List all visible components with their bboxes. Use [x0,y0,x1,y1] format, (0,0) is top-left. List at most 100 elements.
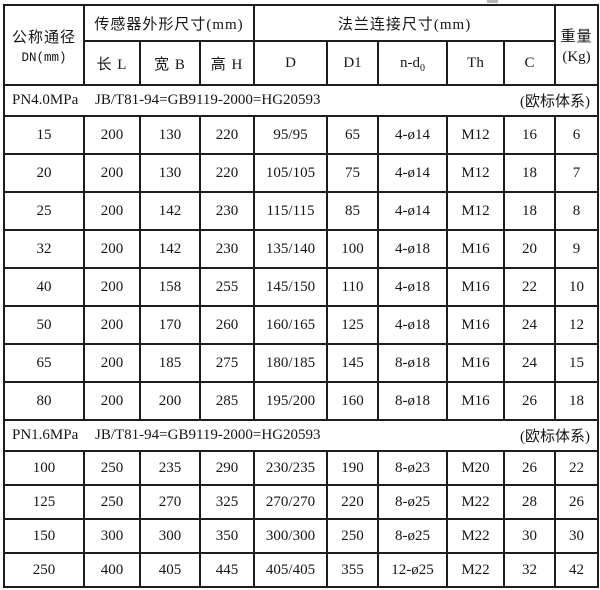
data-cell: M12 [446,153,506,193]
column-header-length: 长 L [83,40,141,86]
data-cell: 200 [83,115,141,155]
column-header-th: Th [446,40,506,86]
data-cell: 8-ø25 [377,484,449,520]
data-cell: 275 [198,343,256,383]
table-row: 80 200 200 285 195/200 160 8-ø18 M16 26 18 [3,381,600,421]
dn-cell: 150 [3,518,85,554]
table-row: 65 200 185 275 180/185 145 8-ø18 M16 24 15 [3,343,600,383]
data-cell: 7 [554,153,600,193]
data-cell: 170 [139,305,201,345]
column-group-flange-dimensions: 法兰连接尺寸(mm) [253,4,557,42]
data-cell: 145 [326,343,380,383]
data-cell: 200 [139,381,201,421]
data-cell: 85 [326,191,380,231]
data-cell: 290 [198,450,256,486]
data-cell: 400 [83,552,141,588]
data-cell: 250 [83,450,141,486]
data-cell: 4-ø14 [377,153,449,193]
table-header: 公称通径 DN(mm) 传感器外形尺寸(mm) 法兰连接尺寸(mm) 重量 (K… [3,4,600,86]
data-cell: 9 [554,229,600,269]
data-cell: 22 [503,267,557,307]
data-cell: 405 [139,552,201,588]
data-cell: 180/185 [253,343,329,383]
table-row: 25 200 142 230 115/115 85 4-ø14 M12 18 8 [3,191,600,231]
dn-title: 公称通径 [11,29,76,46]
data-cell: 10 [554,267,600,307]
data-cell: 142 [139,191,201,231]
data-cell: 325 [198,484,256,520]
data-cell: 26 [503,381,557,421]
data-cell: 125 [326,305,380,345]
dn-cell: 32 [3,229,85,269]
data-cell: 30 [503,518,557,554]
data-cell: 8-ø18 [377,343,449,383]
table-row: 250 400 405 445 405/405 355 12-ø25 M22 32 42 [3,552,600,588]
data-cell: 250 [83,484,141,520]
data-cell: 145/150 [253,267,329,307]
weight-title: 重量 [560,28,593,45]
data-cell: 200 [83,191,141,231]
standard-reference: JB/T81-94=GB9119-2000=HG20593 [95,427,321,443]
data-cell: 130 [139,153,201,193]
data-cell: 30 [554,518,600,554]
dn-cell: 50 [3,305,85,345]
data-cell: M16 [446,305,506,345]
column-header-weight: 重量 (Kg) [554,4,600,86]
table-row: 32 200 142 230 135/140 100 4-ø18 M16 20 9 [3,229,600,269]
data-cell: 24 [503,305,557,345]
column-header-d1: D1 [326,40,380,86]
section-header-cell: PN1.6MPa JB/T81-94=GB9119-2000=HG20593 (欧标… [2,419,600,452]
data-cell: 4-ø14 [377,115,449,155]
data-cell: 300/300 [253,518,329,554]
data-cell: 28 [503,484,557,520]
data-cell: 26 [554,484,600,520]
column-header-dn: 公称通径 DN(mm) [3,4,85,86]
data-cell: 200 [83,305,141,345]
data-cell: 4-ø18 [377,305,449,345]
data-cell: 200 [83,153,141,193]
data-cell: 26 [503,450,557,486]
data-cell: 65 [326,115,380,155]
data-cell: 15 [554,343,600,383]
data-cell: 12 [554,305,600,345]
column-header-nd0: n-d0 [377,40,449,86]
data-cell: 200 [83,343,141,383]
data-cell: 105/105 [253,153,329,193]
weight-unit: (Kg) [562,48,591,65]
data-cell: 8-ø18 [377,381,449,421]
dn-cell: 250 [3,552,85,588]
data-cell: 115/115 [253,191,329,231]
data-cell: 18 [503,191,557,231]
data-cell: 8-ø23 [377,450,449,486]
data-cell: 100 [326,229,380,269]
data-cell: 160 [326,381,380,421]
data-cell: M22 [446,484,506,520]
data-cell: 200 [83,229,141,269]
table-row: 125 250 270 325 270/270 220 8-ø25 M22 28 26 [3,484,600,520]
dn-cell: 15 [3,115,85,155]
data-cell: 22 [554,450,600,486]
data-cell: 355 [326,552,380,588]
section-header-row: PN1.6MPa JB/T81-94=GB9119-2000=HG20593 (欧标… [2,419,600,452]
pressure-rating-label: PN1.6MPa [12,427,79,443]
column-header-c: C [503,40,557,86]
column-group-sensor-dimensions: 传感器外形尺寸(mm) [82,4,256,42]
dn-cell: 125 [3,484,85,520]
data-cell: 75 [326,153,380,193]
column-header-width: 宽 B [139,40,201,86]
data-cell: 300 [139,518,201,554]
data-cell: 4-ø14 [377,191,449,231]
column-header-height: 高 H [198,40,256,86]
data-cell: 4-ø18 [377,267,449,307]
data-cell: M16 [446,343,506,383]
data-cell: M20 [446,450,506,486]
data-cell: M16 [446,229,506,269]
data-cell: 300 [83,518,141,554]
data-cell: 24 [503,343,557,383]
nd0-subscript: 0 [420,62,426,74]
dn-cell: 65 [3,343,85,383]
data-cell: 18 [554,381,600,421]
data-cell: 285 [198,381,256,421]
data-cell: 42 [554,552,600,588]
data-cell: 220 [198,153,256,193]
